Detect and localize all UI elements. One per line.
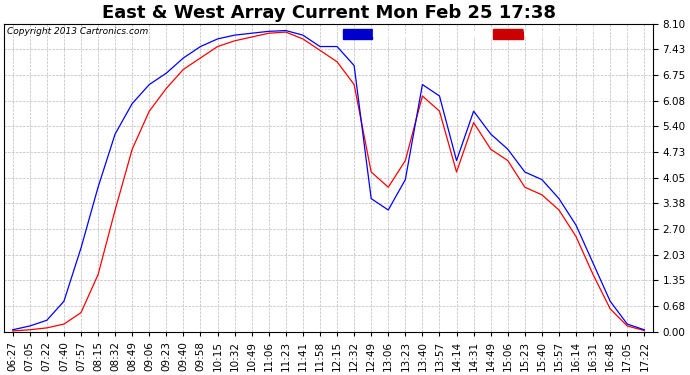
Legend: East Array  (DC Amps), West Array  (DC Amps): East Array (DC Amps), West Array (DC Amp…: [343, 28, 648, 39]
Title: East & West Array Current Mon Feb 25 17:38: East & West Array Current Mon Feb 25 17:…: [101, 4, 555, 22]
Text: Copyright 2013 Cartronics.com: Copyright 2013 Cartronics.com: [7, 27, 148, 36]
